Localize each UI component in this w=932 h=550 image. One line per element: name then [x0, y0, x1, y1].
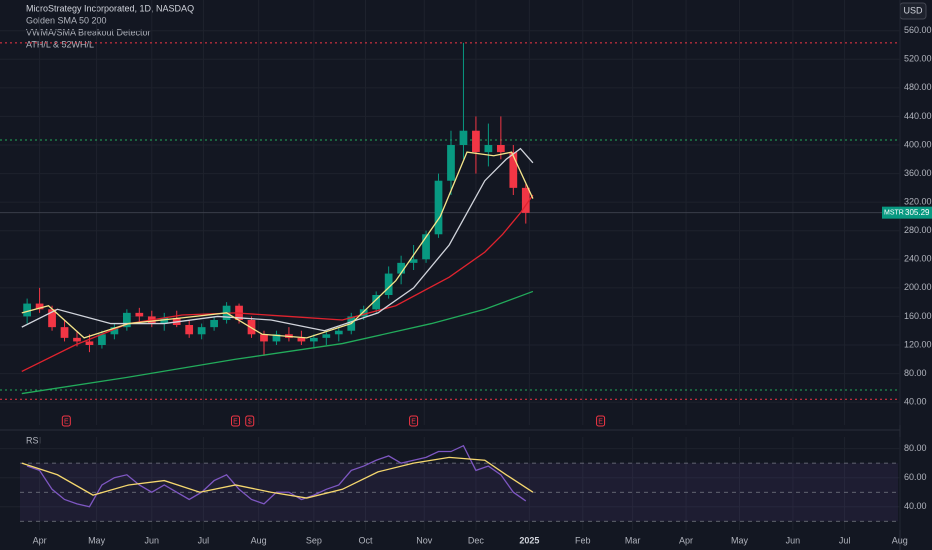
candle-body [334, 330, 343, 335]
x-tick-label: Jun [145, 535, 160, 545]
event-label: E [233, 418, 238, 425]
x-tick-label: Sep [306, 535, 322, 545]
x-tick-label: Aug [892, 535, 908, 545]
y-tick-label: 400.00 [904, 139, 932, 149]
x-tick-label: May [731, 535, 749, 545]
candle-body [509, 152, 518, 188]
line-series [21, 147, 534, 332]
x-tick-label: Apr [33, 535, 47, 545]
candle-body [73, 337, 81, 342]
candle-body [447, 145, 455, 181]
y-tick-label: 80.00 [904, 368, 927, 378]
candle-body [160, 317, 169, 324]
line-series [21, 151, 534, 339]
x-tick-label: Feb [575, 535, 591, 545]
candle-body [23, 303, 31, 317]
x-tick-label: 2025 [519, 535, 539, 545]
y-tick-label: 480.00 [904, 82, 932, 92]
candle-body [110, 327, 119, 335]
candle-body [185, 325, 194, 335]
y-tick-label: 440.00 [904, 111, 932, 121]
candle-body [434, 180, 443, 235]
event-marker [409, 415, 419, 427]
y-tick-label: 240.00 [904, 254, 932, 264]
event-label: E [598, 418, 603, 425]
candle-body [48, 309, 56, 328]
event-label: $ [248, 418, 252, 425]
y-tick-label: 520.00 [904, 54, 932, 64]
candle-body [322, 334, 331, 338]
event-marker [61, 415, 71, 427]
last-price: 305.29 [905, 208, 930, 217]
y-tick-label: 120.00 [904, 339, 932, 349]
candle-body [359, 309, 368, 317]
y-tick-label: 60.00 [904, 472, 927, 482]
x-tick-label: Oct [358, 535, 373, 545]
candle-body [459, 130, 468, 145]
candle-body [521, 187, 530, 213]
event-label: E [411, 418, 416, 425]
candle-body [35, 303, 44, 310]
candle-body [409, 259, 418, 263]
x-tick-label: Jul [198, 535, 210, 545]
candle-body [197, 327, 206, 335]
candle-body [122, 312, 131, 328]
chart-title: MicroStrategy Incorporated, 1D, NASDAQ [26, 3, 194, 13]
y-tick-label: 200.00 [904, 282, 932, 292]
candle-body [372, 295, 381, 310]
event-label: E [64, 418, 69, 425]
x-tick-label: Aug [251, 535, 267, 545]
candle-body [496, 145, 505, 153]
event-marker [230, 415, 240, 427]
candle-body [384, 273, 393, 295]
candle-body [98, 334, 106, 345]
candle-body [210, 320, 218, 328]
candle-body [397, 262, 405, 274]
x-tick-label: Dec [468, 535, 485, 545]
candle-body [484, 145, 493, 153]
y-tick-label: 560.00 [904, 25, 932, 35]
candle-body [472, 130, 480, 153]
x-tick-label: Mar [625, 535, 641, 545]
event-marker [245, 415, 255, 427]
y-tick-label: 40.00 [904, 501, 927, 511]
indicator-name: ATH/L & 52WH/L [26, 39, 94, 49]
x-tick-label: Nov [416, 535, 433, 545]
line-series [26, 444, 527, 508]
y-tick-label: 40.00 [904, 397, 927, 407]
candle-body [135, 312, 144, 317]
candle-body [60, 327, 69, 338]
last-price-badge [882, 206, 932, 219]
x-tick-label: Jun [786, 535, 801, 545]
candle-body [309, 337, 318, 342]
y-tick-label: 160.00 [904, 311, 932, 321]
x-tick-label: Apr [679, 535, 693, 545]
x-tick-label: May [88, 535, 106, 545]
y-tick-label: 320.00 [904, 197, 932, 207]
candle-body [422, 234, 430, 260]
symbol-label: MSTR [884, 209, 904, 216]
line-series [21, 290, 534, 395]
candle-body [260, 334, 268, 342]
y-tick-label: 80.00 [904, 443, 927, 453]
y-tick-label: 360.00 [904, 168, 932, 178]
candle-body [272, 334, 281, 342]
x-tick-label: Jul [839, 535, 851, 545]
rsi-title: RSI [26, 435, 41, 445]
y-tick-label: 280.00 [904, 225, 932, 235]
currency[interactable]: USD [903, 5, 923, 15]
line-series [21, 456, 534, 499]
candle-body [297, 337, 306, 342]
event-marker [596, 415, 606, 427]
indicator-name: Golden SMA 50 200 [26, 15, 107, 25]
candle-body [85, 341, 94, 345]
indicator-name: VWMA/SMA Breakout Detector [26, 27, 151, 37]
